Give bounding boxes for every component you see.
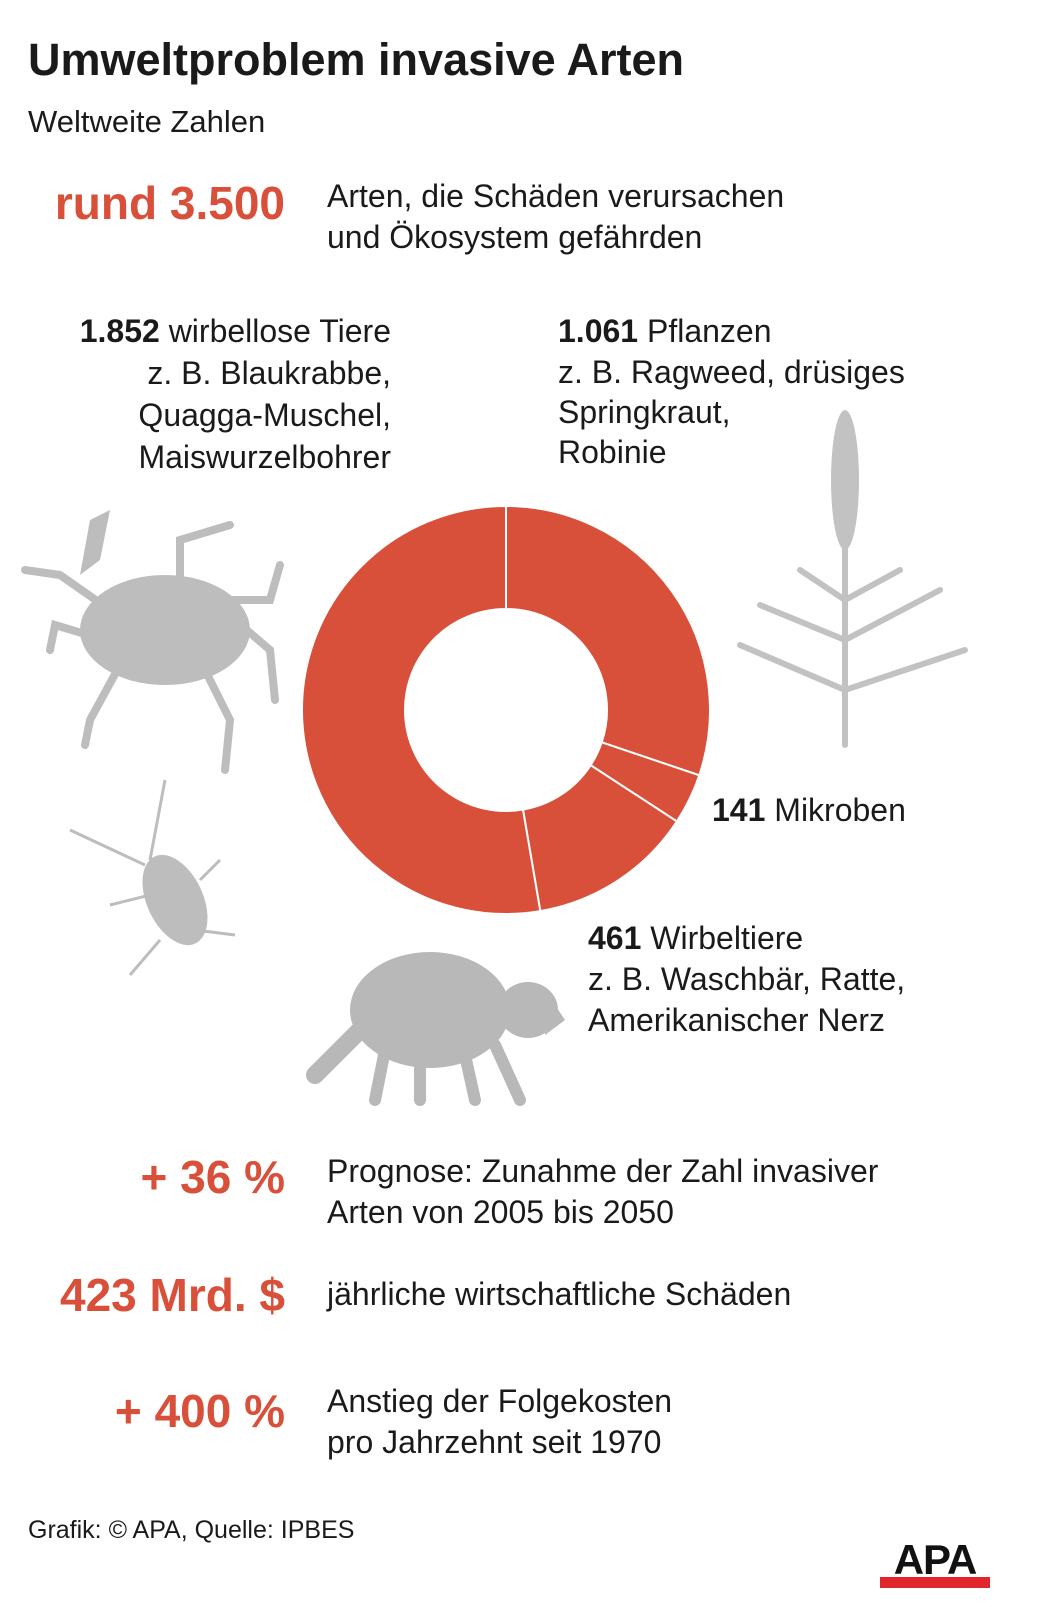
logo-bar bbox=[880, 1577, 990, 1588]
label-count: 461 bbox=[588, 920, 642, 956]
donut-slice-pflanzen bbox=[505, 504, 711, 777]
stat-line: Arten, die Schäden verursachen bbox=[327, 178, 785, 214]
label-name: Mikroben bbox=[774, 792, 906, 828]
label-example: Amerikanischer Nerz bbox=[588, 1002, 885, 1038]
label-microbes: 141 Mikroben bbox=[712, 789, 906, 831]
label-example: z. B. Blaukrabbe, bbox=[147, 355, 391, 391]
stat-line: Prognose: Zunahme der Zahl invasiver bbox=[327, 1153, 879, 1189]
label-count: 141 bbox=[712, 792, 766, 828]
stat-value-costs: + 400 % bbox=[114, 1385, 285, 1437]
label-example: z. B. Ragweed, drüsiges bbox=[558, 354, 905, 390]
stat-line: pro Jahrzehnt seit 1970 bbox=[327, 1424, 662, 1460]
stat-line: Arten von 2005 bis 2050 bbox=[327, 1194, 674, 1230]
source-credit: Grafik: © APA, Quelle: IPBES bbox=[28, 1516, 355, 1544]
label-name: wirbellose Tiere bbox=[168, 313, 391, 349]
label-example: Springkraut, bbox=[558, 394, 731, 430]
stat-value-total: rund 3.500 bbox=[54, 177, 285, 229]
label-example: Robinie bbox=[558, 434, 667, 470]
label-example: Quagga-Muschel, bbox=[138, 397, 391, 433]
label-vertebrates: 461 Wirbeltiere z. B. Waschbär, Ratte, A… bbox=[588, 918, 905, 1041]
apa-logo: APA bbox=[880, 1536, 990, 1590]
donut-slice-wirbeltiere bbox=[521, 763, 679, 913]
stat-line: Anstieg der Folgekosten bbox=[327, 1383, 673, 1419]
donut-slice-wirbellose-tiere bbox=[300, 504, 542, 915]
label-count: 1.852 bbox=[79, 313, 160, 349]
label-example: z. B. Waschbär, Ratte, bbox=[588, 961, 906, 997]
label-count: 1.061 bbox=[558, 313, 639, 349]
page-subtitle: Weltweite Zahlen bbox=[28, 104, 266, 139]
label-plants: 1.061 Pflanzen z. B. Ragweed, drüsiges S… bbox=[558, 310, 905, 472]
stat-text-forecast: Prognose: Zunahme der Zahl invasiver Art… bbox=[327, 1151, 878, 1233]
stat-line: und Ökosystem gefährden bbox=[327, 219, 703, 255]
label-name: Pflanzen bbox=[646, 313, 772, 349]
stat-value-forecast: + 36 % bbox=[140, 1151, 286, 1203]
label-example: Maiswurzelbohrer bbox=[138, 439, 391, 475]
stat-value-damage: 423 Mrd. $ bbox=[60, 1269, 285, 1321]
logo-text: APA bbox=[893, 1536, 978, 1583]
stat-text-costs: Anstieg der Folgekosten pro Jahrzehnt se… bbox=[327, 1381, 672, 1463]
label-invertebrates: 1.852 wirbellose Tiere z. B. Blaukrabbe,… bbox=[80, 310, 391, 478]
stat-text-damage: jährliche wirtschaftliche Schäden bbox=[327, 1274, 791, 1315]
stat-text-total: Arten, die Schäden verursachen und Ökosy… bbox=[327, 176, 784, 258]
stat-line: jährliche wirtschaftliche Schäden bbox=[327, 1276, 792, 1312]
label-name: Wirbeltiere bbox=[650, 920, 804, 956]
page-title: Umweltproblem invasive Arten bbox=[28, 34, 685, 85]
